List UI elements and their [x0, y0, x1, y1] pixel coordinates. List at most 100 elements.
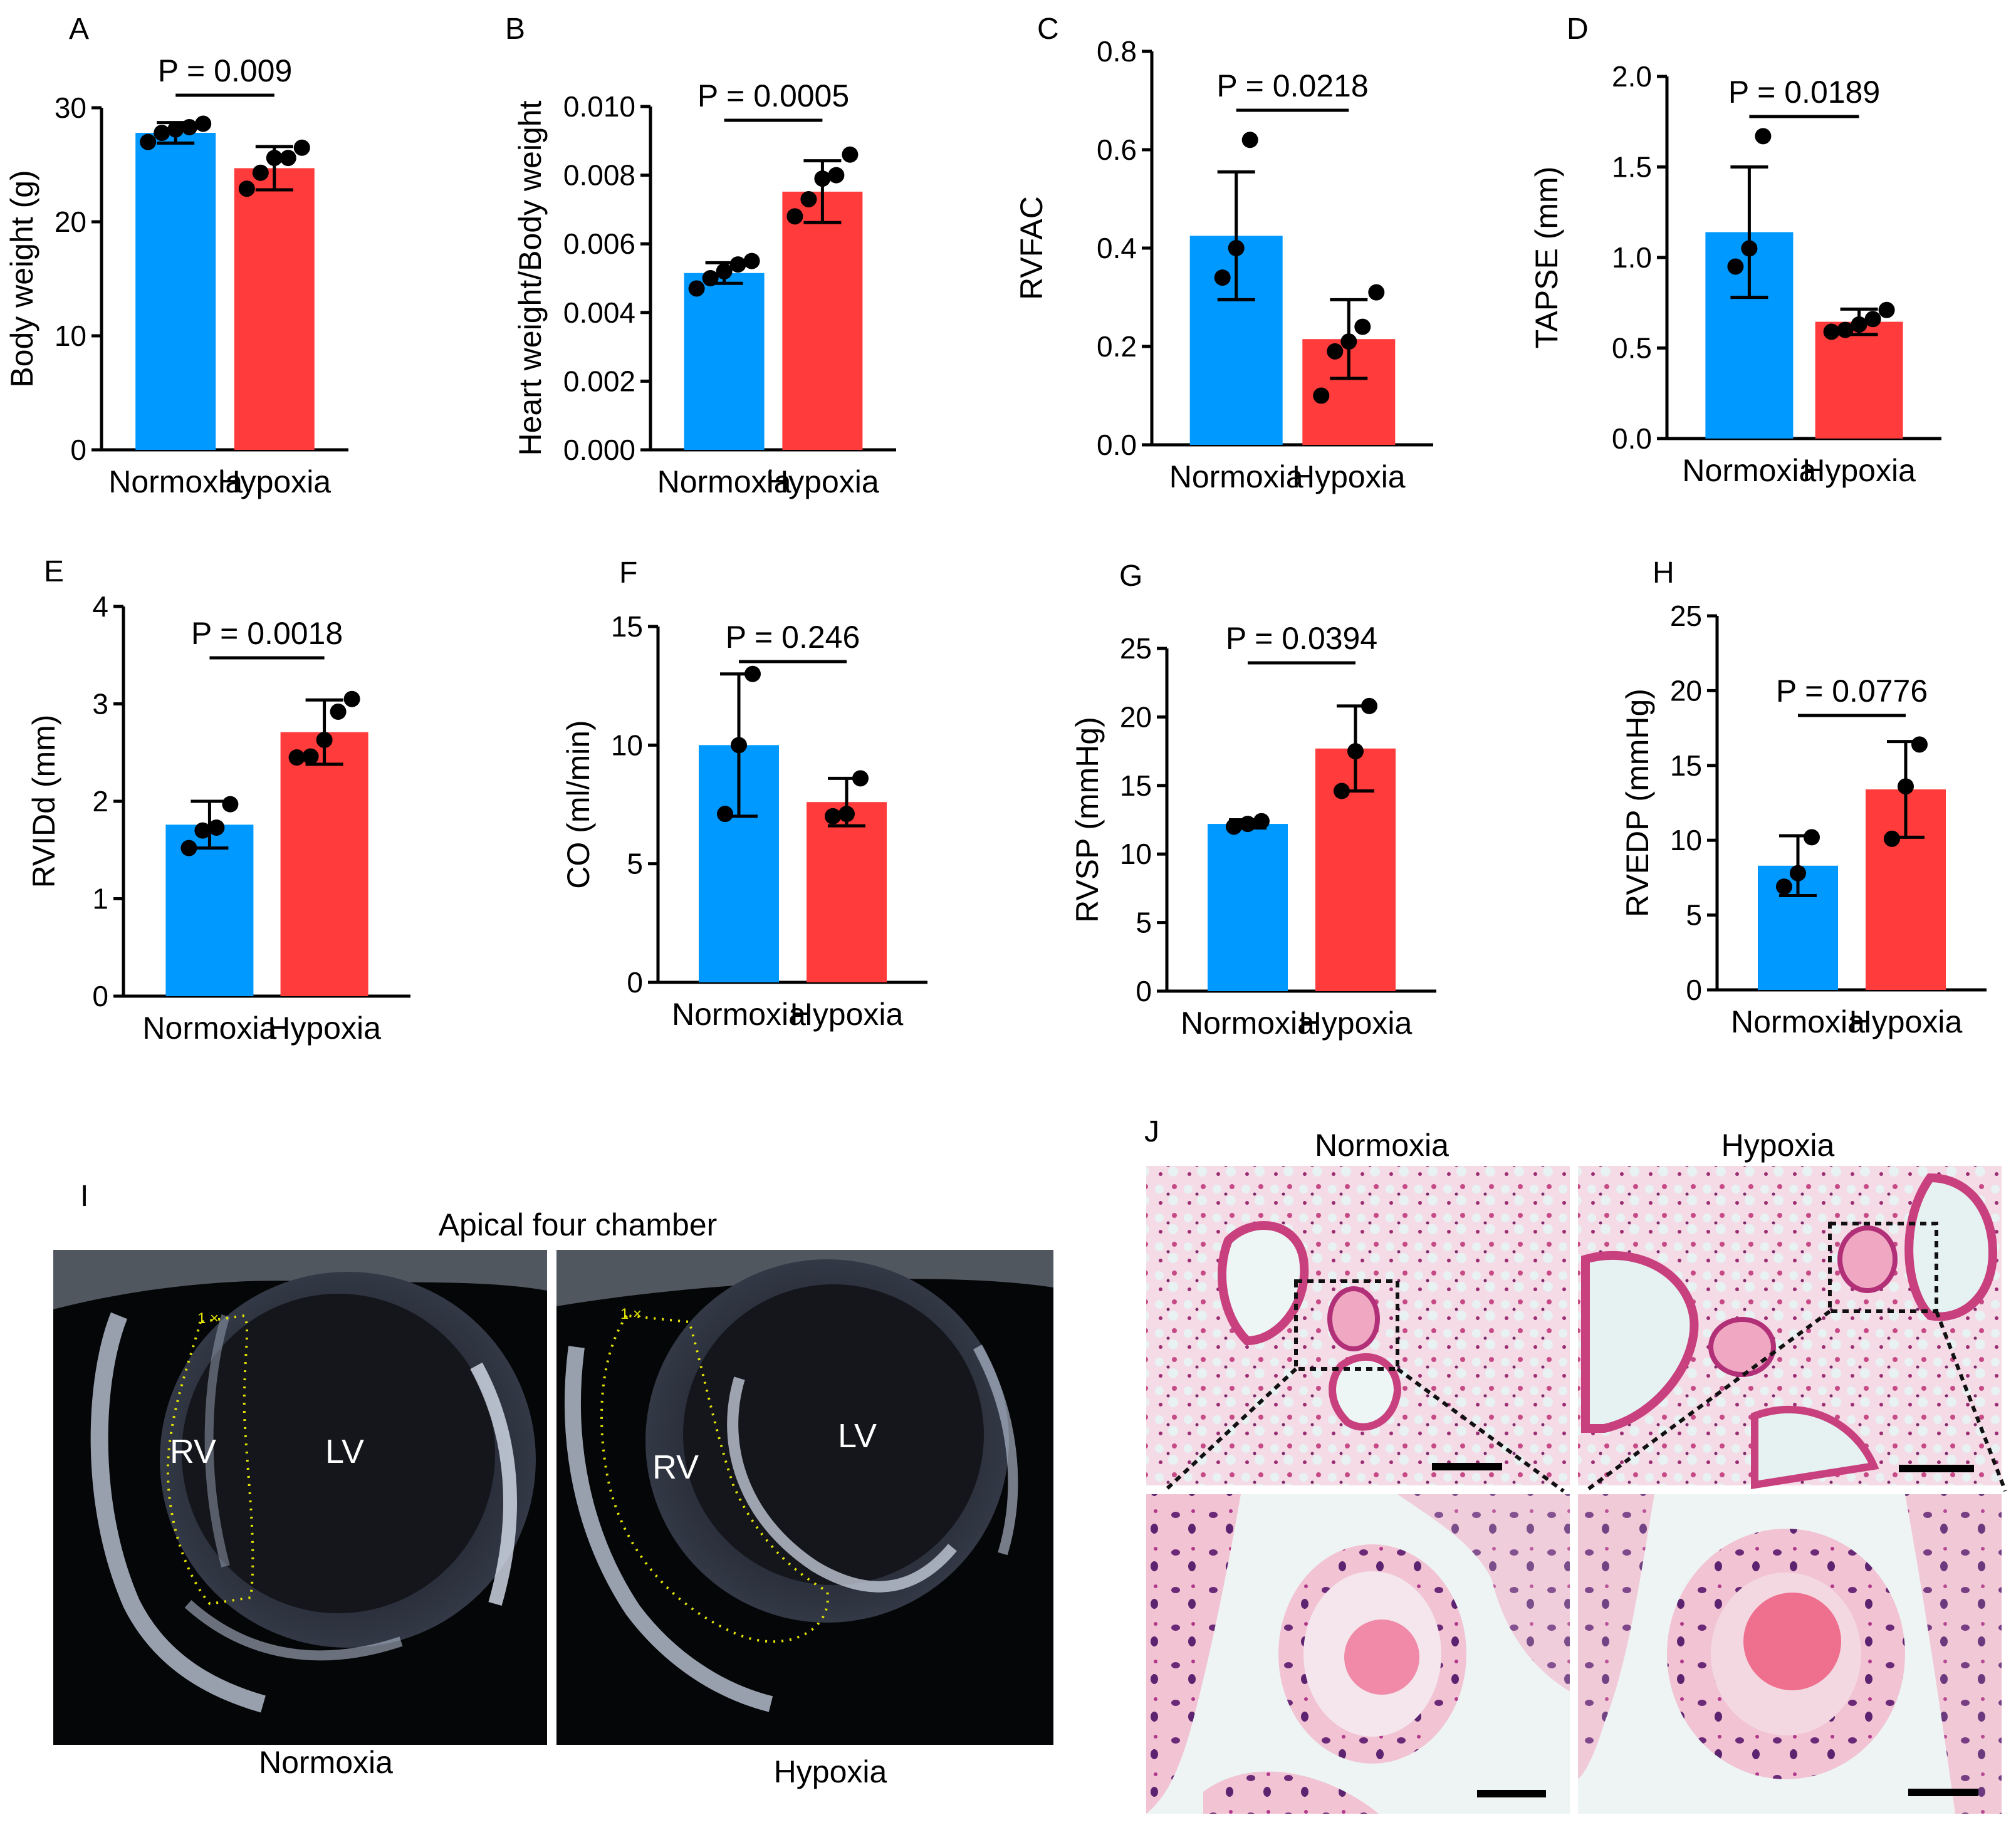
zoom-line — [1935, 1310, 2007, 1492]
x-tick-label: Hypoxia — [217, 464, 331, 499]
chart-panel-b: B 0.000 0.002 0.004 0.006 0.008 0.010 Heart wei… — [505, 13, 896, 499]
data-point — [842, 146, 859, 163]
data-point — [238, 180, 255, 197]
y-tick-label: 0.4 — [1097, 232, 1137, 264]
panel-letter: A — [69, 13, 89, 46]
panel-letter: B — [505, 13, 525, 46]
y-tick-label: 0.2 — [1097, 330, 1137, 363]
y-tick-label: 1 — [92, 883, 108, 915]
y-tick-label: 0.0 — [1097, 429, 1137, 461]
x-tick-label: Hypoxia — [1292, 459, 1406, 494]
zoom-line — [1396, 1367, 1565, 1493]
p-value-label: P = 0.0189 — [1728, 75, 1880, 110]
p-value-label: P = 0.0776 — [1776, 673, 1928, 709]
x-tick-label: Hypoxia — [1802, 453, 1916, 488]
y-tick-label: 0.008 — [563, 159, 635, 192]
y-axis-label: RVIDd (mm) — [26, 715, 61, 888]
trace-marker-normoxia: 1 × — [197, 1310, 219, 1327]
x-tick-label: Hypoxia — [268, 1011, 381, 1046]
data-point — [288, 749, 305, 766]
data-point — [744, 665, 761, 682]
y-tick-label: 10 — [1670, 824, 1702, 856]
data-point — [1790, 865, 1806, 881]
y-tick-label: 10 — [1120, 838, 1152, 870]
echo-caption-normoxia: Normoxia — [259, 1745, 393, 1780]
data-point — [688, 280, 705, 297]
x-tick-label: Normoxia — [672, 997, 806, 1032]
panel-letter: E — [44, 555, 64, 588]
panel-letter-j: J — [1144, 1115, 1159, 1148]
y-tick-label: 0 — [1686, 974, 1702, 1006]
y-tick-label: 0.000 — [563, 434, 635, 466]
data-point — [195, 115, 212, 132]
data-point — [717, 806, 733, 823]
data-point — [252, 164, 269, 181]
histology-lowmag-hypoxia — [1578, 1166, 2002, 1490]
histology-lowmag-normoxia — [1146, 1166, 1570, 1485]
data-point — [1334, 783, 1350, 799]
data-point — [1884, 830, 1900, 847]
data-point — [1226, 818, 1242, 835]
panel-letter: F — [619, 556, 637, 590]
data-point — [1898, 778, 1914, 795]
data-point — [1361, 697, 1377, 714]
data-point — [1727, 258, 1744, 275]
scale-bar-normoxia-highmag — [1477, 1790, 1546, 1797]
rv-label-normoxia: RV — [170, 1433, 216, 1470]
data-point — [181, 118, 198, 135]
data-point — [266, 150, 283, 167]
y-tick-label: 0.002 — [563, 365, 635, 397]
bar-normoxia — [684, 273, 765, 450]
data-point — [140, 133, 157, 150]
y-tick-label: 1.0 — [1612, 241, 1652, 274]
data-point — [852, 770, 869, 787]
bar-normoxia — [165, 824, 254, 996]
data-point — [825, 808, 841, 824]
data-point — [1228, 240, 1245, 256]
bar-normoxia — [1208, 824, 1288, 991]
data-point — [729, 256, 746, 273]
data-point — [1741, 240, 1758, 257]
data-point — [1347, 743, 1364, 760]
bar-hypoxia — [234, 168, 315, 450]
panel-i-title: Apical four chamber — [439, 1207, 718, 1242]
panel-letter: H — [1653, 556, 1674, 590]
y-tick-label: 5 — [627, 848, 643, 880]
data-point — [330, 703, 347, 720]
y-axis-label: TAPSE (mm) — [1529, 167, 1564, 349]
data-point — [786, 208, 803, 225]
data-point — [743, 252, 760, 269]
x-tick-label: Normoxia — [657, 464, 791, 499]
panel-letter-i: I — [80, 1180, 88, 1213]
x-tick-label: Normoxia — [1682, 453, 1816, 488]
data-point — [731, 737, 747, 754]
trace-marker-hypoxia: 1 × — [620, 1306, 642, 1323]
y-tick-label: 3 — [92, 688, 108, 720]
panel-i-echocardiography: I Apical four chamber 1 × RV LV Normoxia — [53, 1180, 1053, 1789]
p-value-label: P = 0.0394 — [1226, 621, 1377, 656]
zoom-line — [1584, 1309, 1831, 1493]
y-tick-label: 0.004 — [563, 296, 635, 329]
y-axis-label: RVFAC — [1014, 196, 1049, 300]
scale-bar-hypoxia-lowmag — [1899, 1465, 1974, 1472]
data-point — [1214, 269, 1231, 286]
histology-title-normoxia: Normoxia — [1315, 1128, 1449, 1163]
data-point — [1837, 321, 1854, 338]
y-tick-label: 25 — [1670, 600, 1702, 632]
rv-label-hypoxia: RV — [652, 1448, 699, 1486]
p-value-label: P = 0.0005 — [697, 78, 849, 113]
data-point — [208, 819, 225, 836]
data-point — [167, 121, 184, 138]
y-tick-label: 0 — [92, 980, 108, 1012]
lv-label-hypoxia: LV — [838, 1417, 877, 1455]
bar-hypoxia — [1815, 321, 1903, 439]
y-tick-label: 20 — [55, 205, 86, 238]
y-tick-label: 4 — [92, 590, 108, 623]
data-point — [293, 139, 310, 156]
